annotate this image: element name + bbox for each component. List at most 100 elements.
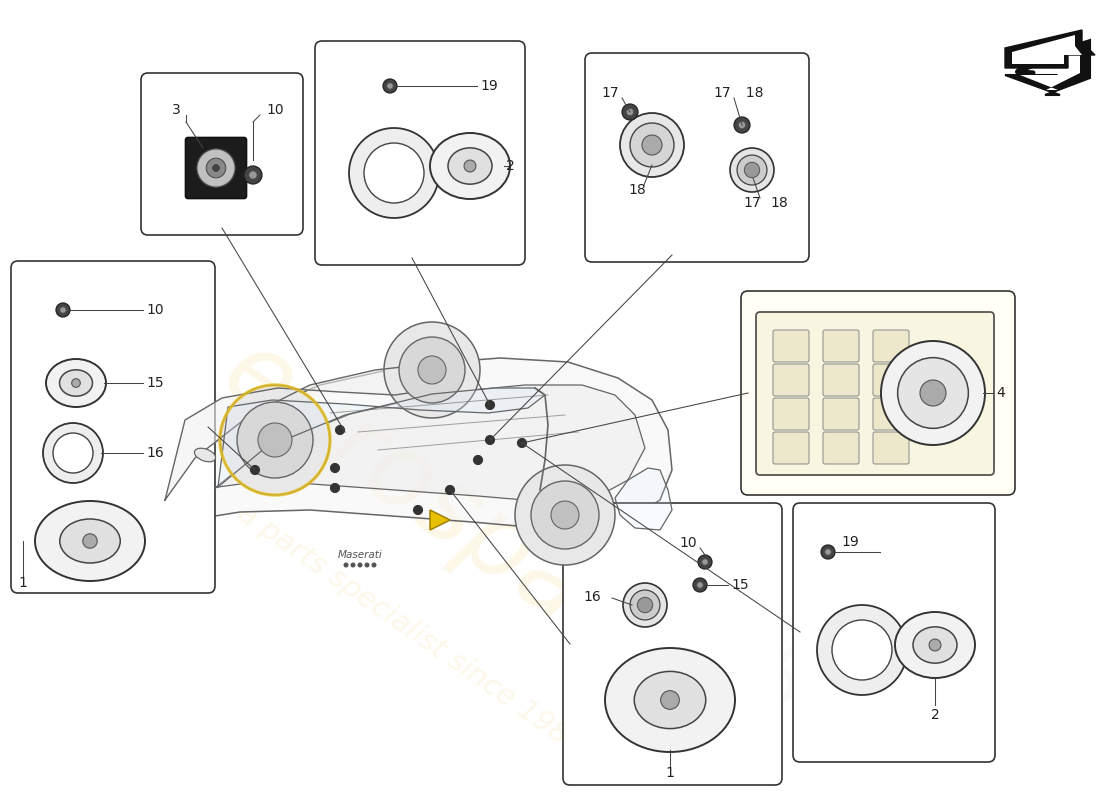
- Text: 18: 18: [770, 196, 788, 210]
- Circle shape: [82, 534, 97, 548]
- Circle shape: [258, 423, 292, 457]
- Ellipse shape: [59, 370, 92, 396]
- Text: 17: 17: [713, 86, 730, 100]
- Text: 17: 17: [602, 86, 619, 100]
- Circle shape: [349, 128, 439, 218]
- Circle shape: [621, 104, 638, 120]
- Text: 1: 1: [19, 576, 28, 590]
- Text: 3: 3: [172, 103, 180, 117]
- Text: 18: 18: [737, 86, 763, 100]
- Circle shape: [473, 455, 483, 465]
- Ellipse shape: [46, 359, 106, 407]
- Circle shape: [531, 481, 600, 549]
- FancyBboxPatch shape: [563, 503, 782, 785]
- Circle shape: [384, 322, 480, 418]
- Circle shape: [817, 605, 907, 695]
- FancyBboxPatch shape: [793, 503, 996, 762]
- Circle shape: [920, 380, 946, 406]
- Polygon shape: [214, 385, 645, 502]
- Text: 2: 2: [506, 159, 515, 173]
- Circle shape: [637, 598, 652, 613]
- Circle shape: [72, 378, 80, 387]
- Text: 19: 19: [842, 535, 859, 549]
- Circle shape: [551, 501, 579, 529]
- Circle shape: [372, 563, 376, 566]
- Text: 19: 19: [480, 79, 497, 93]
- FancyBboxPatch shape: [773, 432, 808, 464]
- Circle shape: [43, 423, 103, 483]
- Text: 1985: 1985: [596, 543, 824, 737]
- Circle shape: [244, 166, 262, 184]
- Ellipse shape: [59, 519, 120, 563]
- Circle shape: [515, 465, 615, 565]
- Text: 2: 2: [931, 708, 939, 722]
- Circle shape: [212, 165, 219, 171]
- Circle shape: [825, 549, 832, 555]
- FancyBboxPatch shape: [186, 138, 246, 198]
- Polygon shape: [218, 388, 544, 487]
- Circle shape: [446, 486, 454, 494]
- FancyBboxPatch shape: [823, 364, 859, 396]
- Circle shape: [702, 559, 708, 565]
- Text: 17: 17: [744, 196, 761, 210]
- Circle shape: [517, 438, 527, 447]
- FancyBboxPatch shape: [773, 364, 808, 396]
- Circle shape: [898, 358, 968, 428]
- Circle shape: [330, 483, 340, 493]
- Circle shape: [745, 162, 760, 178]
- Circle shape: [881, 341, 984, 445]
- FancyBboxPatch shape: [585, 53, 808, 262]
- Circle shape: [930, 639, 940, 651]
- Text: 15: 15: [732, 578, 749, 592]
- Polygon shape: [430, 510, 450, 530]
- FancyBboxPatch shape: [823, 432, 859, 464]
- FancyBboxPatch shape: [873, 364, 909, 396]
- FancyBboxPatch shape: [773, 398, 808, 430]
- Circle shape: [630, 590, 660, 620]
- Polygon shape: [165, 365, 440, 500]
- Polygon shape: [615, 468, 672, 530]
- Circle shape: [220, 385, 330, 495]
- Circle shape: [236, 402, 314, 478]
- Text: eurospares: eurospares: [204, 322, 737, 738]
- Text: Maserati: Maserati: [338, 550, 383, 560]
- Text: 10: 10: [266, 103, 284, 117]
- FancyBboxPatch shape: [873, 432, 909, 464]
- Polygon shape: [1005, 30, 1094, 68]
- Circle shape: [698, 555, 712, 569]
- Text: 15: 15: [146, 376, 164, 390]
- FancyBboxPatch shape: [823, 398, 859, 430]
- Text: 16: 16: [146, 446, 164, 460]
- Circle shape: [737, 155, 767, 185]
- Circle shape: [642, 135, 662, 155]
- Text: a parts specialist since 1985: a parts specialist since 1985: [232, 499, 589, 761]
- Circle shape: [249, 171, 257, 179]
- Circle shape: [630, 123, 674, 167]
- Circle shape: [206, 158, 225, 178]
- Circle shape: [661, 690, 680, 710]
- Circle shape: [734, 117, 750, 133]
- Circle shape: [418, 356, 446, 384]
- Text: 4: 4: [996, 386, 1004, 400]
- Circle shape: [414, 506, 422, 514]
- FancyBboxPatch shape: [141, 73, 302, 235]
- Circle shape: [399, 337, 465, 403]
- Circle shape: [626, 108, 634, 115]
- Circle shape: [359, 563, 362, 566]
- FancyBboxPatch shape: [873, 398, 909, 430]
- Ellipse shape: [913, 627, 957, 663]
- Circle shape: [464, 160, 476, 172]
- Circle shape: [485, 401, 495, 410]
- Circle shape: [365, 563, 369, 566]
- FancyBboxPatch shape: [773, 330, 808, 362]
- Ellipse shape: [35, 501, 145, 581]
- Circle shape: [485, 435, 495, 445]
- Ellipse shape: [195, 448, 216, 462]
- Text: 16: 16: [583, 590, 601, 604]
- Circle shape: [197, 149, 235, 187]
- Circle shape: [336, 426, 344, 434]
- Circle shape: [364, 143, 424, 203]
- Polygon shape: [1005, 40, 1090, 95]
- Circle shape: [383, 79, 397, 93]
- Circle shape: [330, 463, 340, 473]
